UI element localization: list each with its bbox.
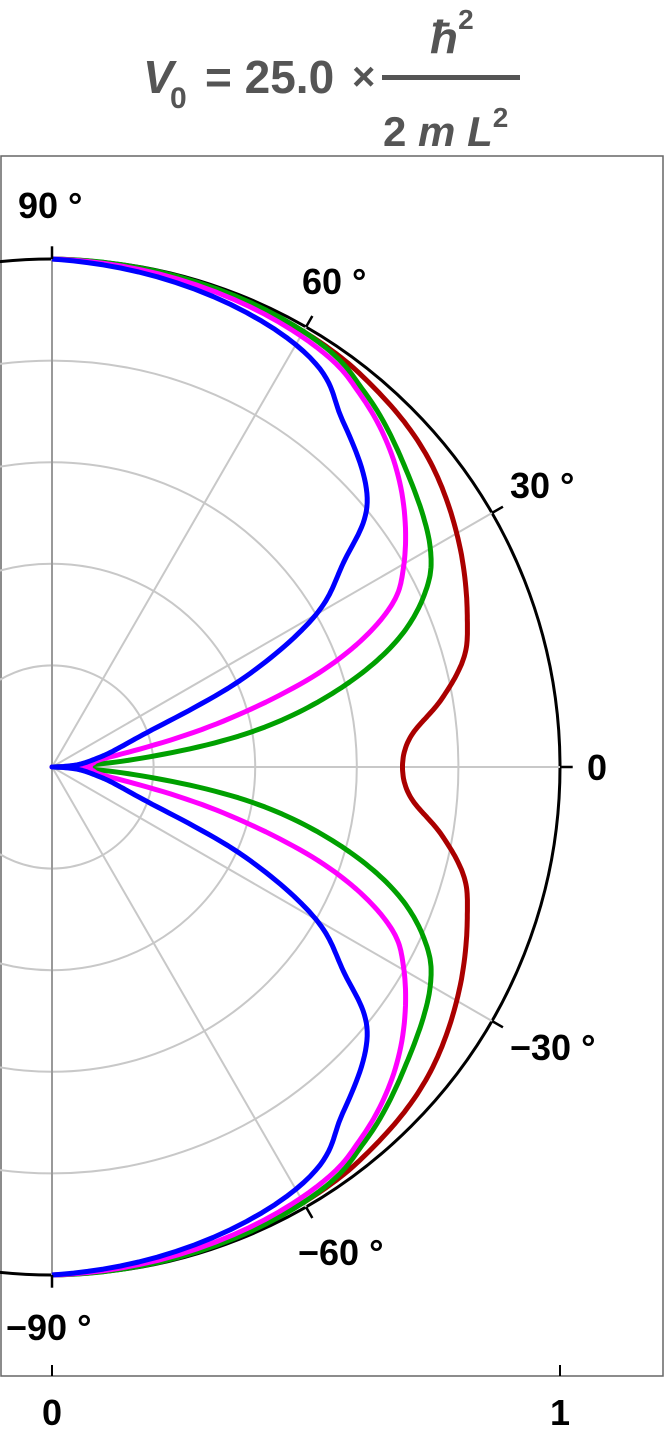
plot-frame xyxy=(0,155,664,1377)
title-fraction-bar xyxy=(382,75,520,80)
title-equals: = 25.0 xyxy=(205,51,335,103)
angular-tick xyxy=(304,315,314,328)
series-line-4 xyxy=(49,256,370,1278)
title-numerator: ħ2 xyxy=(430,4,474,63)
angular-ticks: 90 ° 60 ° 30 ° 0 −30 ° −60 ° −90 ° xyxy=(6,185,607,1348)
angular-tick-label: 0 xyxy=(587,747,607,788)
series-line-1 xyxy=(51,256,470,1278)
angular-tick xyxy=(491,505,504,515)
title-times: × xyxy=(352,55,376,99)
angular-tick-label: 60 ° xyxy=(302,261,366,302)
angular-tick-label: 30 ° xyxy=(510,465,574,506)
angular-tick xyxy=(304,1206,314,1219)
series-group xyxy=(49,256,470,1278)
x-tick-label: 1 xyxy=(550,1392,570,1433)
angular-tick-label: −30 ° xyxy=(510,1027,595,1068)
x-tick-label: 0 xyxy=(42,1392,62,1433)
title-lhs: V xyxy=(143,51,174,103)
angular-tick-label: −60 ° xyxy=(298,1232,383,1273)
radial-grid-line xyxy=(51,326,307,768)
radial-grid-line xyxy=(51,766,307,1208)
radial-grid-line xyxy=(51,766,493,1022)
title-denominator: 2 m L2 xyxy=(383,102,509,155)
angular-tick-label: 90 ° xyxy=(18,185,82,226)
radial-grid-line xyxy=(51,512,493,768)
chart-title: V 0 = 25.0 × ħ2 2 m L2 xyxy=(0,0,665,160)
title-lhs-subscript: 0 xyxy=(170,82,187,115)
angular-tick xyxy=(491,1019,504,1029)
angular-tick-label: −90 ° xyxy=(6,1307,91,1348)
